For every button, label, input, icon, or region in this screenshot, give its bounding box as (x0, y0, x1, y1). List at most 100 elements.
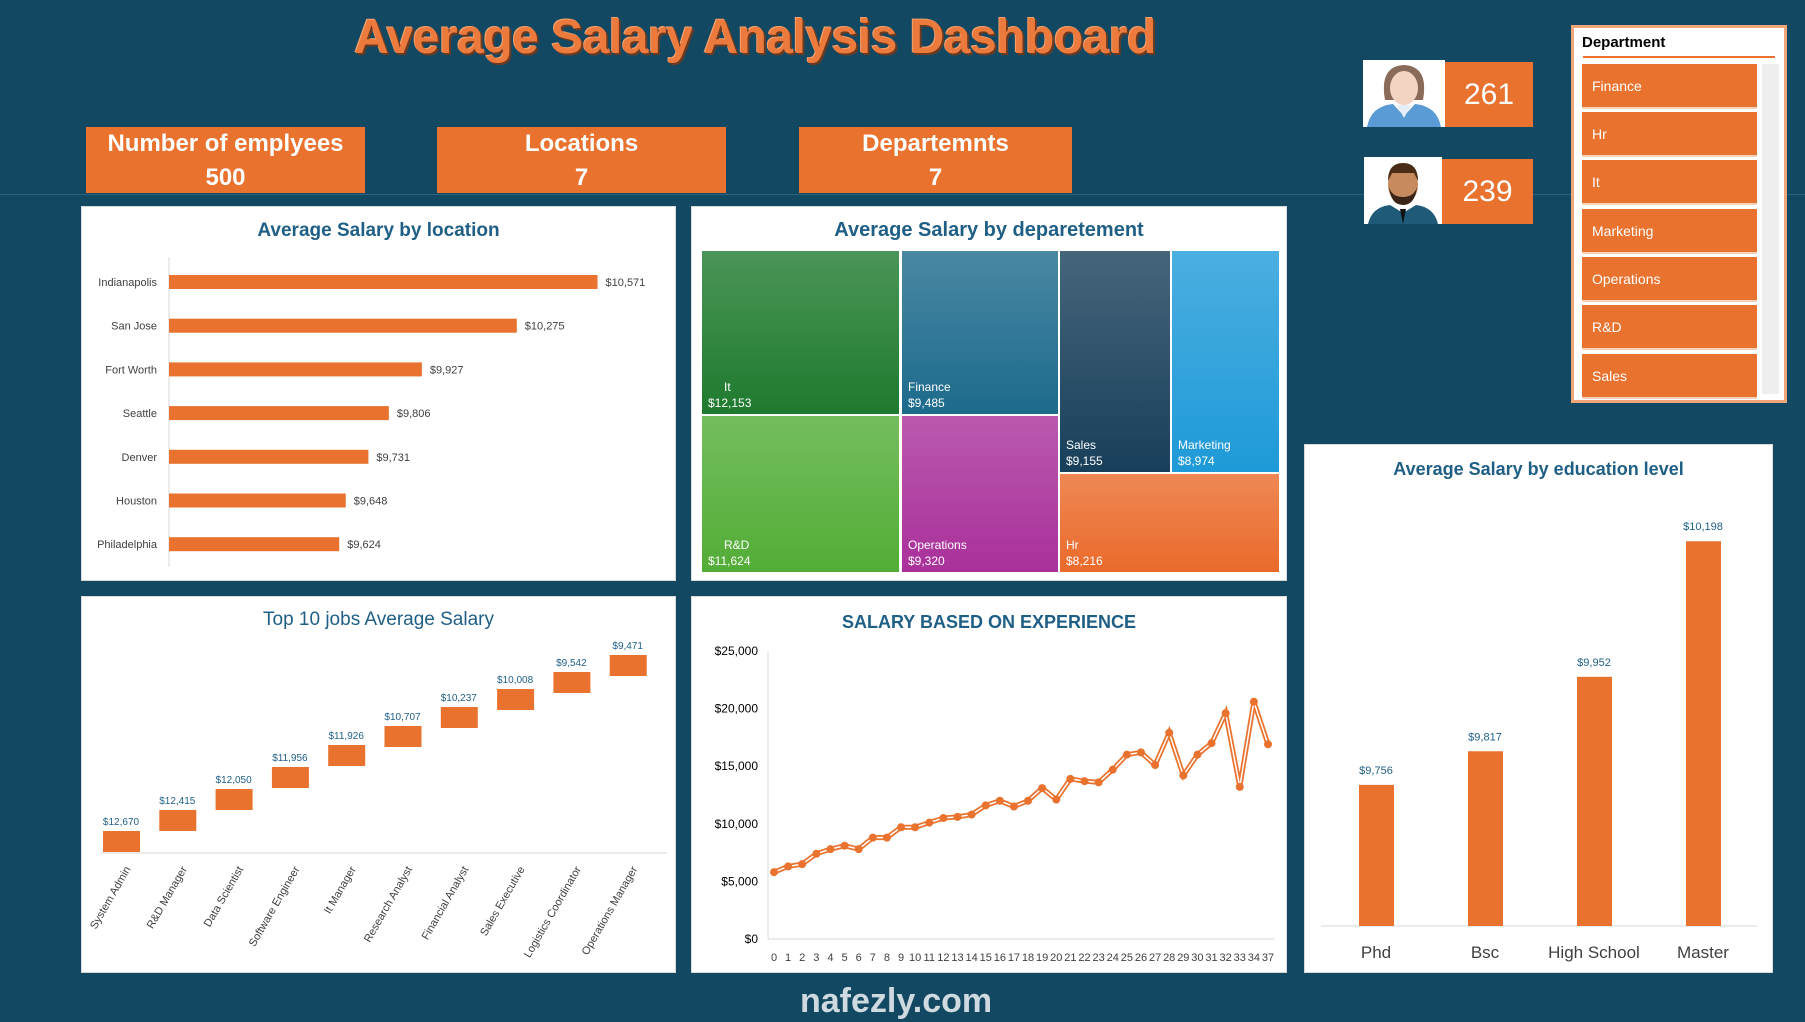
data-point (1024, 796, 1033, 805)
slicer-item-operations[interactable]: Operations (1582, 257, 1757, 302)
data-label: $10,571 (606, 277, 646, 289)
data-point (1094, 778, 1103, 787)
category-label: Sales Executive (478, 865, 528, 939)
tile-label: Finance (908, 380, 951, 394)
data-point (1038, 784, 1047, 793)
x-tick-label: 4 (827, 952, 833, 964)
x-tick-label: 20 (1050, 952, 1062, 964)
tile-value: $8,974 (1178, 454, 1215, 468)
slicer-item-hr[interactable]: Hr (1582, 112, 1757, 157)
bar (169, 318, 517, 333)
data-label: $9,542 (556, 658, 587, 669)
data-label: $10,275 (525, 321, 565, 333)
female-count: 261 (1445, 62, 1533, 127)
x-tick-label: 14 (965, 952, 977, 964)
chart-title: SALARY BASED ON EXPERIENCE (841, 612, 1137, 632)
data-point (868, 833, 877, 842)
x-tick-label: 2 (799, 952, 805, 964)
female-avatar-icon (1363, 60, 1445, 127)
chart-title: Average Salary by education level (1393, 459, 1684, 479)
category-label: Operations Manager (580, 864, 641, 957)
data-label: $10,707 (384, 712, 421, 723)
tile-value: $9,485 (908, 396, 945, 410)
slicer-title: Department (1582, 34, 1666, 51)
treemap-tile-sales: Sales $9,155 (1059, 250, 1171, 473)
chart-title: Top 10 jobs Average Salary (263, 609, 494, 630)
department-slicer: Department Finance Hr It Marketing Opera… (1571, 25, 1787, 403)
x-tick-label: 33 (1234, 952, 1246, 964)
y-tick-label: $10,000 (715, 817, 759, 831)
tile-value: $9,155 (1066, 454, 1103, 468)
slicer-item-it[interactable]: It (1582, 160, 1757, 205)
data-label: $11,926 (328, 731, 364, 742)
treemap-tile-marketing: Marketing $8,974 (1171, 250, 1280, 473)
x-tick-label: 32 (1220, 952, 1232, 964)
bar (1359, 784, 1394, 926)
data-point (1009, 802, 1018, 811)
bar (271, 767, 309, 788)
slicer-item-rd[interactable]: R&D (1582, 305, 1757, 350)
data-label: $11,956 (272, 753, 308, 764)
data-point (798, 860, 807, 869)
bar (384, 726, 422, 747)
category-label: Indianapolis (98, 277, 157, 289)
tile-value: $11,624 (708, 554, 751, 568)
education-bar-chart: $9,756 Phd $9,817 Bsc $9,952 High School $10,1… (1321, 521, 1757, 962)
slicer-item-sales[interactable]: Sales (1582, 354, 1757, 399)
data-point (1207, 739, 1216, 748)
bar (169, 406, 389, 421)
y-tick-label: $15,000 (715, 759, 759, 773)
category-label: Master (1677, 943, 1729, 962)
x-tick-label: 31 (1205, 952, 1217, 964)
tile-value: $8,216 (1066, 554, 1103, 568)
category-label: Bsc (1471, 943, 1500, 962)
data-point (995, 796, 1004, 805)
treemap-tile-hr: Hr $8,216 (1059, 473, 1280, 573)
data-point (1108, 765, 1117, 774)
kpi-departments: Departemnts 7 (799, 127, 1072, 193)
data-point (1151, 761, 1160, 770)
data-point (897, 823, 906, 832)
data-label: $12,670 (103, 817, 140, 828)
treemap-tile-it: It $12,153 (701, 250, 900, 415)
education-chart-panel: Average Salary by education level $9,756… (1304, 444, 1773, 973)
x-tick-label: 28 (1163, 952, 1175, 964)
x-tick-label: 29 (1177, 952, 1189, 964)
data-point (1193, 750, 1202, 759)
slicer-item-marketing[interactable]: Marketing (1582, 209, 1757, 254)
x-tick-label: 22 (1078, 952, 1090, 964)
x-tick-label: 21 (1064, 952, 1076, 964)
x-tick-label: 17 (1008, 952, 1020, 964)
bar (103, 831, 140, 852)
data-label: $10,237 (441, 693, 478, 704)
kpi-value: 7 (574, 164, 589, 191)
male-avatar-icon (1364, 157, 1442, 224)
slicer-item-finance[interactable]: Finance (1582, 64, 1757, 109)
tile-label: Marketing (1178, 438, 1231, 452)
kpi-employees: Number of emplyees 500 (86, 127, 365, 193)
bar (497, 689, 535, 710)
top-jobs-chart-panel: Top 10 jobs Average Salary $12,670 System… (81, 596, 676, 973)
bar (1686, 541, 1721, 926)
data-label: $10,008 (497, 675, 534, 686)
data-label: $9,817 (1468, 731, 1502, 743)
treemap-tile-operations: Operations $9,320 (901, 415, 1059, 573)
data-point (840, 841, 849, 850)
data-point (1066, 774, 1075, 783)
category-label: It Manager (322, 864, 359, 916)
bar (215, 789, 253, 810)
x-tick-label: 11 (924, 952, 935, 964)
x-tick-label: 15 (980, 952, 992, 964)
kpi-value: 7 (928, 164, 943, 191)
x-tick-label: 37 (1262, 952, 1274, 964)
slicer-scrollbar[interactable] (1762, 64, 1779, 394)
category-label: Logistics Coordinator (522, 864, 584, 960)
x-tick-label: 3 (813, 952, 819, 964)
top-jobs-bar-chart: $12,670 System Admin $12,415 R&D Manager $12… (88, 641, 667, 960)
kpi-label: Departemnts (862, 130, 1009, 157)
x-tick-label: 1 (785, 952, 791, 964)
data-point (1179, 771, 1188, 780)
treemap-tile-rd: R&D $11,624 (701, 415, 900, 573)
data-label: $12,415 (159, 796, 196, 807)
bar (169, 275, 598, 289)
